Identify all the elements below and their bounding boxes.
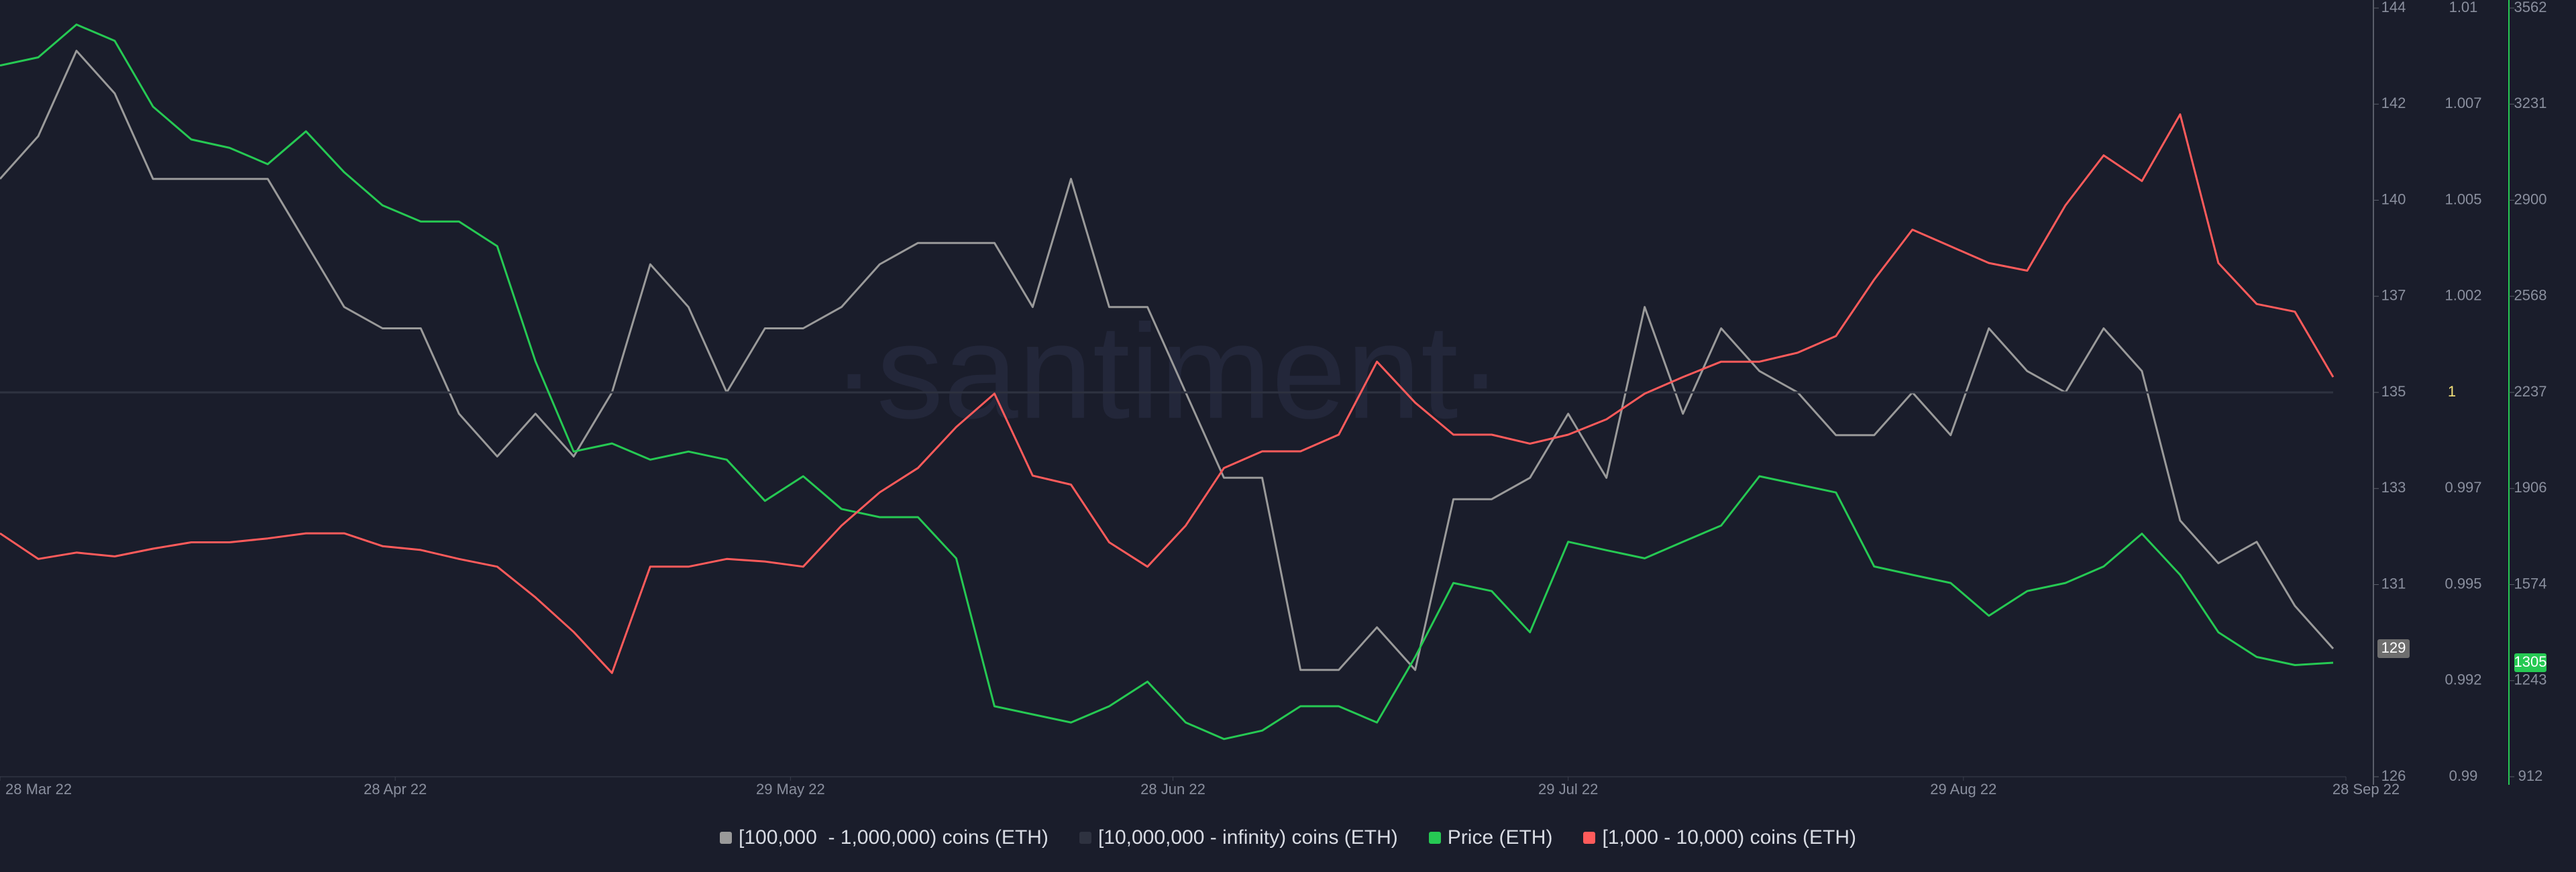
y-tick-label: 1243 xyxy=(2514,671,2547,688)
y-tick-label: 2900 xyxy=(2514,190,2547,207)
y-tick-label: 1906 xyxy=(2514,479,2547,496)
series-line xyxy=(0,113,2334,674)
x-tick-label: 28 Mar 22 xyxy=(5,781,72,798)
y-tick-label: 0.995 xyxy=(2445,575,2481,592)
x-tick-label: 28 Sep 22 xyxy=(2332,781,2400,798)
y-tick-label: 0.99 xyxy=(2449,767,2478,784)
watermark: ·santiment· xyxy=(832,297,1503,447)
legend-swatch xyxy=(1079,832,1091,844)
legend-swatch xyxy=(1583,832,1596,844)
y-tick-label: 131 xyxy=(2381,575,2406,592)
y-tick-label: 1.007 xyxy=(2445,95,2481,111)
legend-label: [10,000,000 - infinity) coins (ETH) xyxy=(1097,826,1398,849)
value-badge xyxy=(2514,653,2546,673)
legend-label: [100,000 - 1,000,000) coins (ETH) xyxy=(739,826,1049,849)
y-tick-label: 3231 xyxy=(2514,95,2547,111)
value-badge-label: 1 xyxy=(2448,383,2456,400)
y-tick-label: 135 xyxy=(2381,383,2406,400)
y-tick-label: 1.002 xyxy=(2445,287,2481,304)
value-badge xyxy=(2377,639,2410,658)
legend-label: [1,000 - 10,000) coins (ETH) xyxy=(1602,826,1856,849)
legend-swatch xyxy=(1428,832,1441,844)
y-tick-label: 137 xyxy=(2381,287,2406,304)
y-tick-label: 1.005 xyxy=(2445,190,2481,207)
legend-label: Price (ETH) xyxy=(1447,826,1553,849)
legend-item[interactable]: Price (ETH) xyxy=(1428,826,1553,849)
y-tick-label: 133 xyxy=(2381,479,2406,496)
y-tick-label: 1.01 xyxy=(2449,0,2478,15)
legend-item[interactable]: [1,000 - 10,000) coins (ETH) xyxy=(1583,826,1856,849)
y-tick-label: 2237 xyxy=(2514,383,2547,400)
legend-swatch xyxy=(720,832,733,844)
value-badge-label: 1305 xyxy=(2514,653,2547,670)
y-tick-label: 3562 xyxy=(2514,0,2547,15)
x-tick-label: 29 Jul 22 xyxy=(1538,781,1598,798)
legend-item[interactable]: [100,000 - 1,000,000) coins (ETH) xyxy=(720,826,1049,849)
value-badge-label: 129 xyxy=(2381,639,2406,656)
chart: ·santiment· 28 Mar 22 28 Apr 22 29 May 22 2… xyxy=(0,0,2547,798)
series-line xyxy=(0,50,2334,671)
legend-item[interactable]: [10,000,000 - infinity) coins (ETH) xyxy=(1079,826,1398,849)
x-tick-label: 28 Apr 22 xyxy=(364,781,427,798)
y-tick-label: 142 xyxy=(2381,95,2406,111)
series-line xyxy=(0,23,2334,741)
y-tick-label: 0.992 xyxy=(2445,671,2481,688)
y-tick-label: 126 xyxy=(2381,767,2406,784)
y-tick-label: 1574 xyxy=(2514,575,2547,592)
x-tick-label: 28 Jun 22 xyxy=(1140,781,1205,798)
y-tick-label: 144 xyxy=(2381,0,2406,15)
x-tick-label: 29 Aug 22 xyxy=(1930,781,1996,798)
y-tick-label: 912 xyxy=(2518,767,2543,784)
y-tick-label: 2568 xyxy=(2514,287,2547,304)
y-tick-label: 0.997 xyxy=(2445,479,2481,496)
x-tick-label: 29 May 22 xyxy=(756,781,825,798)
legend: [100,000 - 1,000,000) coins (ETH) [10,000… xyxy=(0,824,2576,852)
y-tick-label: 140 xyxy=(2381,190,2406,207)
